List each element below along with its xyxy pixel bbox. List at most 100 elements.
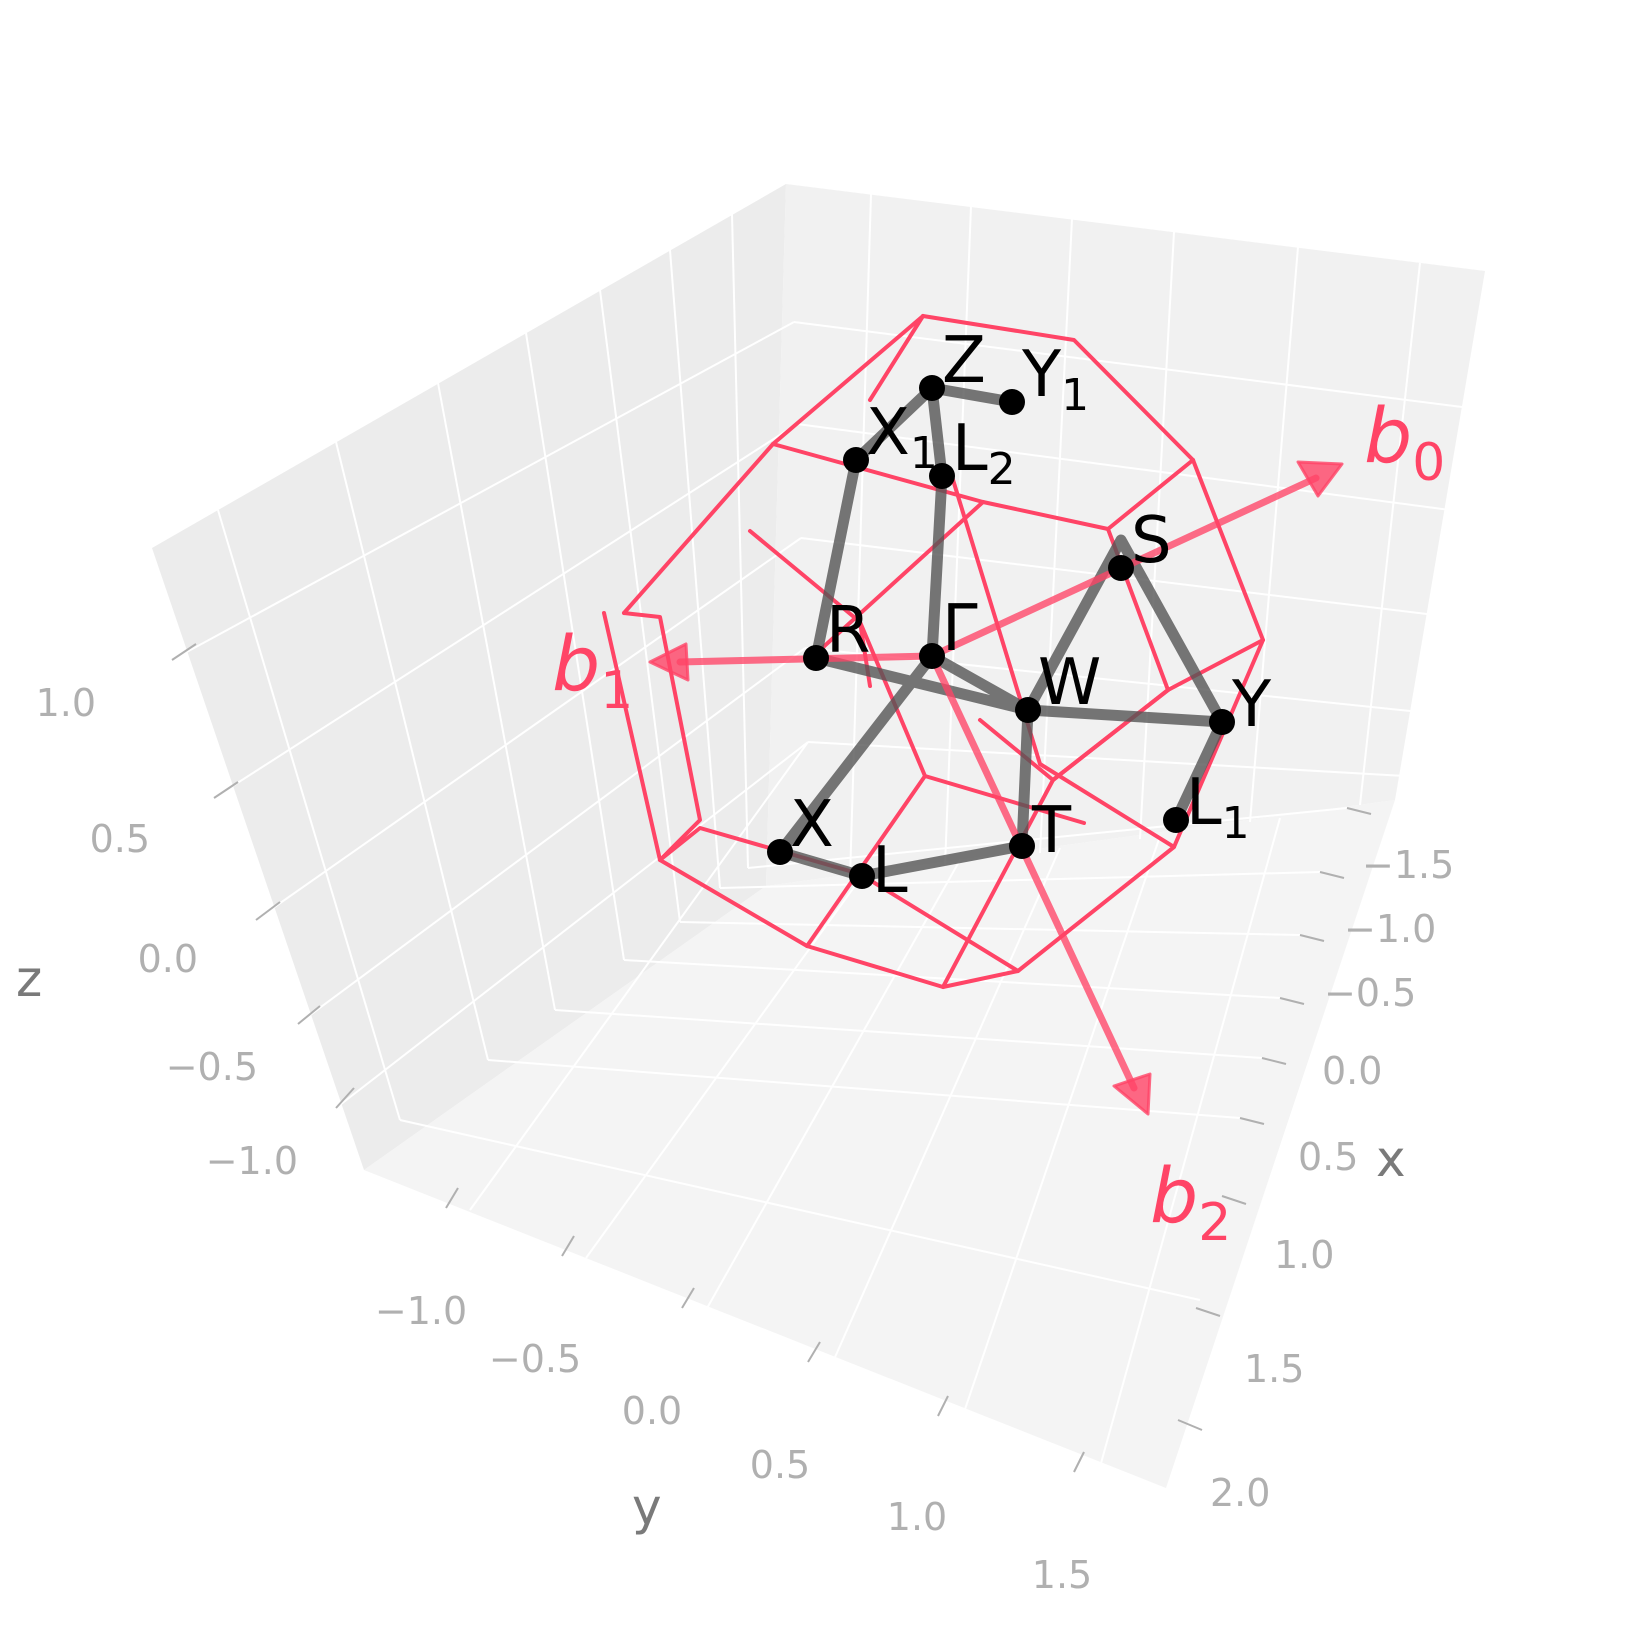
grid-line bbox=[719, 871, 1321, 889]
vector-labels: b0 b1 b2 bbox=[552, 391, 1445, 1253]
grid-line bbox=[679, 921, 1301, 936]
kpoint-Y bbox=[1209, 709, 1235, 735]
z-tick-label: −0.5 bbox=[166, 1045, 258, 1089]
x-tick-label: 2.0 bbox=[1210, 1471, 1270, 1515]
tick-mark bbox=[1319, 871, 1345, 879]
kpoint-label-L: L bbox=[872, 834, 908, 908]
kpoint-S bbox=[1108, 555, 1134, 581]
tick-mark bbox=[1177, 1419, 1203, 1431]
grid-line bbox=[796, 423, 1451, 511]
kpoint-label-Y1: Y1 bbox=[1021, 338, 1089, 421]
b0-label: b0 bbox=[1364, 391, 1445, 493]
grid-line bbox=[807, 741, 1406, 777]
grid-line bbox=[1097, 817, 1281, 1475]
back-left-pane bbox=[152, 184, 786, 1170]
grid-line bbox=[944, 205, 972, 867]
z-tick-label: 1.0 bbox=[36, 681, 96, 725]
y-tick-label: 0.0 bbox=[622, 1389, 682, 1433]
kpoint-Y1 bbox=[999, 389, 1025, 415]
z-axis-label: z bbox=[16, 950, 42, 1008]
y-axis-label: y bbox=[632, 1478, 662, 1536]
kpoint-L bbox=[849, 863, 875, 889]
tick-mark bbox=[561, 1235, 575, 1257]
grid-line bbox=[171, 321, 795, 661]
x-tick-label: 0.5 bbox=[1298, 1135, 1358, 1179]
tick-mark bbox=[807, 1341, 821, 1363]
b1-label: b1 bbox=[552, 619, 633, 721]
x-axis-label: x bbox=[1376, 1130, 1406, 1188]
tick-mark bbox=[335, 1087, 355, 1109]
tick-mark bbox=[255, 901, 281, 921]
tick-mark bbox=[1195, 1307, 1221, 1317]
x-tick-label: 1.5 bbox=[1244, 1347, 1304, 1391]
zone-edge bbox=[948, 468, 1176, 849]
grid-line bbox=[469, 741, 809, 1211]
grid-line bbox=[1249, 246, 1299, 823]
grid-line bbox=[1039, 218, 1073, 854]
tick-mark bbox=[1221, 1195, 1247, 1205]
tick-marks bbox=[171, 643, 1372, 1473]
kpoint-label-X: X bbox=[790, 788, 834, 862]
zone-edge bbox=[858, 872, 1020, 973]
axis-panes bbox=[152, 184, 1485, 1488]
y-tick-label: −1.0 bbox=[375, 1289, 467, 1333]
tick-mark bbox=[1239, 1117, 1265, 1125]
zone-edge bbox=[978, 718, 1055, 782]
tick-mark bbox=[171, 643, 197, 661]
kpoint-R bbox=[803, 645, 829, 671]
grid-line bbox=[669, 249, 721, 889]
kpoint-L1 bbox=[1163, 807, 1189, 833]
tick-mark bbox=[445, 1187, 459, 1209]
tick-mark bbox=[1346, 807, 1372, 815]
kpoint-label-L1: L1 bbox=[1186, 766, 1250, 849]
k-points bbox=[767, 375, 1235, 889]
zone-edge bbox=[805, 774, 927, 948]
y-tick-label: 0.5 bbox=[750, 1443, 810, 1487]
b1-arrowhead bbox=[648, 642, 690, 682]
zone-edge bbox=[818, 500, 985, 652]
grid-line bbox=[297, 647, 806, 1025]
floor-pane bbox=[364, 800, 1395, 1488]
z-tick-label: −1.0 bbox=[206, 1139, 298, 1183]
tick-mark bbox=[1261, 1057, 1287, 1065]
kpoint-L2 bbox=[929, 463, 955, 489]
kpoint-label-R: R bbox=[826, 594, 870, 668]
b2-label: b2 bbox=[1150, 1151, 1231, 1253]
grid-line bbox=[1359, 262, 1421, 806]
z-tick-label: 0.5 bbox=[90, 817, 150, 861]
kpoint-W bbox=[1015, 697, 1041, 723]
grid-line bbox=[335, 441, 489, 1061]
grid-line bbox=[585, 864, 871, 1259]
zone-edge bbox=[921, 314, 1195, 462]
tick-labels: 1.0 0.5 0.0 −0.5 −1.0 −1.0 −0.5 0.0 0.5 … bbox=[36, 681, 1455, 1597]
x-tick-label: −0.5 bbox=[1324, 971, 1416, 1015]
grid-line bbox=[217, 509, 401, 1121]
b2-arrow-shaft bbox=[928, 652, 1138, 1092]
tick-mark bbox=[1279, 997, 1305, 1005]
y-tick-label: 1.5 bbox=[1032, 1553, 1092, 1597]
kpoint-Gamma bbox=[919, 643, 945, 669]
z-tick-label: 0.0 bbox=[138, 937, 198, 981]
kpoint-label-T: T bbox=[1031, 794, 1072, 868]
kpoint-X1 bbox=[843, 447, 869, 473]
back-right-pane bbox=[766, 184, 1485, 886]
kpoint-label-X1: X1 bbox=[866, 396, 938, 479]
zone-edge bbox=[868, 314, 925, 402]
kpoint-Z bbox=[919, 375, 945, 401]
kpoint-label-Z: Z bbox=[942, 324, 986, 398]
x-tick-label: 0.0 bbox=[1322, 1049, 1382, 1093]
tick-mark bbox=[1299, 934, 1325, 942]
grid-line bbox=[525, 332, 625, 961]
grid-line bbox=[831, 847, 1061, 1365]
grid-line bbox=[961, 835, 1161, 1419]
kpoint-labels: Z Y1 X1 L2 S R Γ W Y L1 T X L bbox=[790, 324, 1272, 908]
kpoint-label-L2: L2 bbox=[952, 412, 1016, 495]
y-tick-label: −0.5 bbox=[489, 1337, 581, 1381]
x-tick-label: −1.5 bbox=[1362, 843, 1454, 887]
zone-edge bbox=[1166, 638, 1265, 692]
grid-line bbox=[623, 959, 1281, 999]
tick-mark bbox=[937, 1395, 949, 1417]
grid-line bbox=[437, 382, 556, 1011]
tick-mark bbox=[681, 1287, 695, 1309]
